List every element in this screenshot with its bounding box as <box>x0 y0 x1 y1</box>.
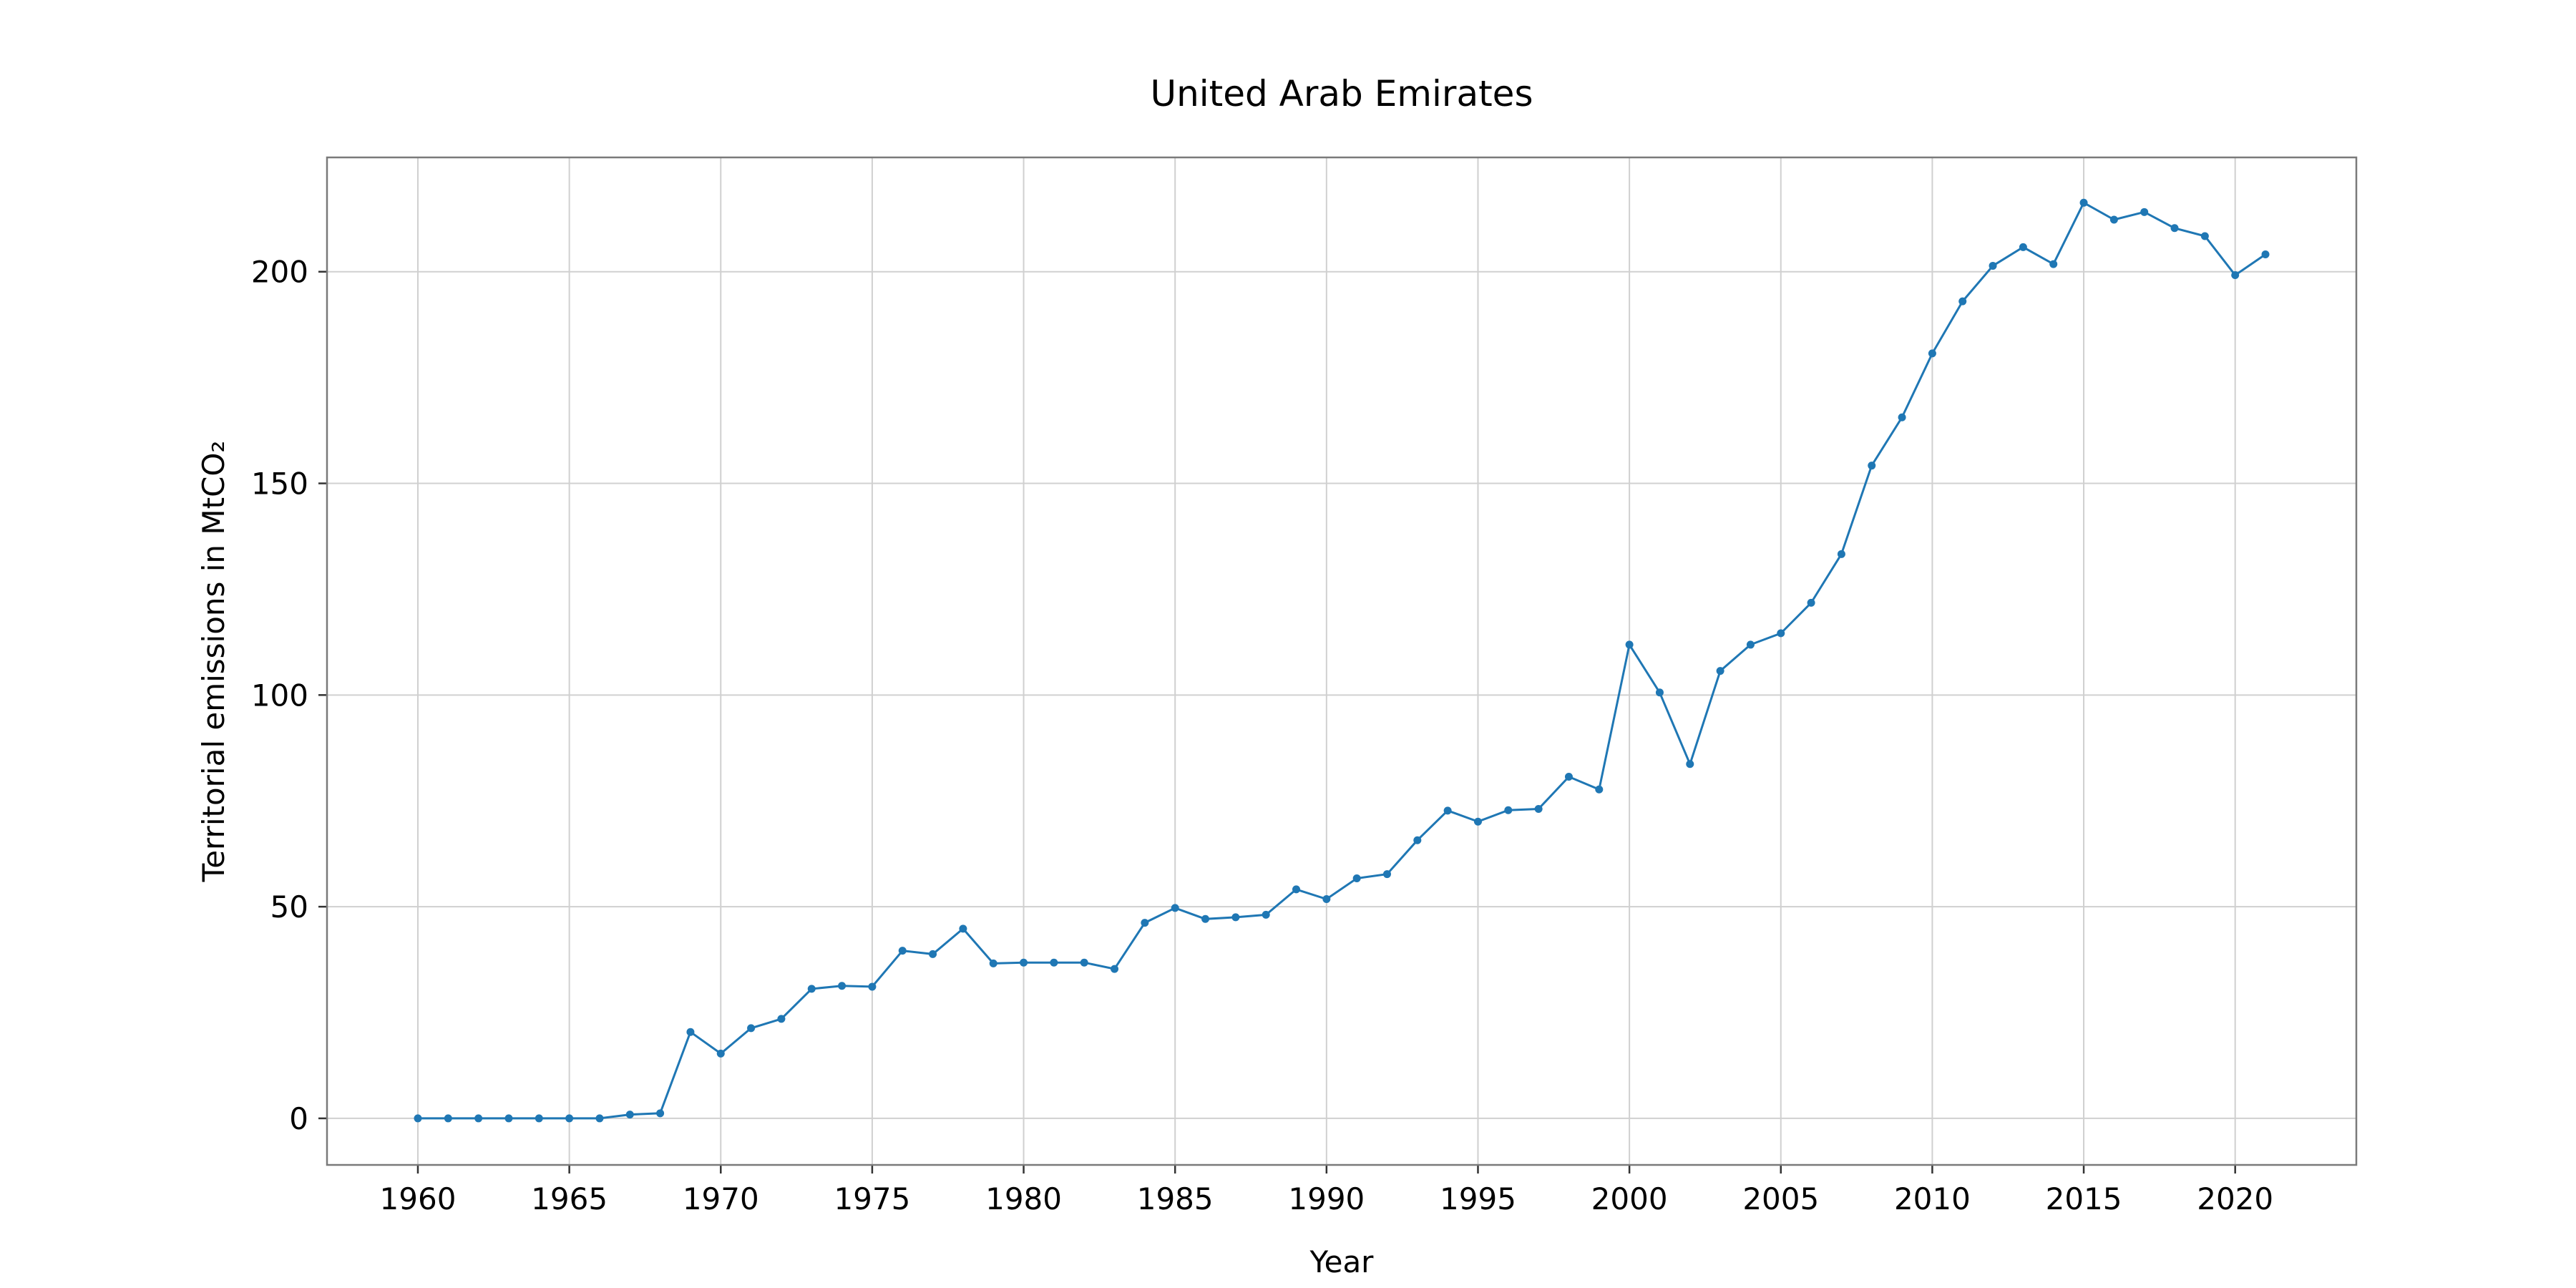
data-point <box>1020 958 1028 967</box>
x-tick-label: 1985 <box>1137 1181 1214 1216</box>
grid <box>327 157 2356 1165</box>
data-point <box>1292 885 1301 894</box>
data-point <box>1231 913 1240 922</box>
data-point <box>1898 413 1906 421</box>
data-point <box>414 1114 422 1123</box>
data-point <box>1111 965 1119 973</box>
x-tick-label: 1980 <box>985 1181 1062 1216</box>
data-point <box>504 1114 513 1123</box>
data-point <box>2261 250 2270 258</box>
data-point <box>1868 462 1876 470</box>
data-point <box>2200 232 2209 240</box>
data-point <box>1958 297 1967 306</box>
x-tick-label: 2010 <box>1894 1181 1971 1216</box>
x-tick-label: 2000 <box>1591 1181 1668 1216</box>
data-point <box>777 1015 786 1023</box>
data-point <box>1746 640 1755 649</box>
data-point <box>1716 667 1724 675</box>
data-point <box>959 924 967 933</box>
data-point <box>1352 874 1361 882</box>
data-point <box>1443 806 1452 815</box>
data-point <box>2079 198 2088 207</box>
x-tick-label: 1960 <box>380 1181 457 1216</box>
x-tick-label: 1975 <box>834 1181 910 1216</box>
y-tick-label: 50 <box>270 889 308 924</box>
data-point <box>1262 910 1270 919</box>
data-point <box>1655 688 1664 697</box>
data-point <box>1473 817 1482 826</box>
x-tick-label: 1970 <box>683 1181 759 1216</box>
data-point <box>595 1114 604 1123</box>
data-point <box>2231 270 2240 279</box>
data-point <box>2140 208 2149 216</box>
y-tick-label: 100 <box>251 678 308 713</box>
data-point <box>1201 914 1210 923</box>
data-point <box>1382 870 1391 879</box>
data-point <box>868 982 877 991</box>
y-tick-label: 0 <box>289 1101 308 1136</box>
data-point <box>929 950 937 958</box>
data-point <box>444 1114 452 1123</box>
data-point <box>1080 958 1088 967</box>
x-tick-label: 2020 <box>2197 1181 2273 1216</box>
data-point <box>1928 349 1936 358</box>
data-point <box>1807 598 1815 607</box>
data-point <box>2109 215 2118 224</box>
data-point <box>1777 629 1785 638</box>
data-point <box>1504 806 1513 814</box>
x-tick-label: 2005 <box>1742 1181 1819 1216</box>
data-point <box>656 1109 665 1118</box>
y-tick-label: 150 <box>251 467 308 502</box>
data-point <box>686 1028 695 1036</box>
data-point <box>1413 836 1422 844</box>
series-line <box>418 201 2266 1120</box>
x-axis-title: Year <box>1309 1244 1375 1279</box>
x-tick-label: 2015 <box>2046 1181 2122 1216</box>
data-point <box>1534 804 1543 813</box>
data-point <box>747 1024 756 1033</box>
series-emissions <box>414 198 2270 1123</box>
data-point <box>1625 640 1634 649</box>
data-point <box>898 947 907 955</box>
data-point <box>807 985 816 993</box>
axis-ticks: 1960 1965 1970 1975 1980 1985 1990 1995 2000 2005… <box>251 255 2273 1216</box>
data-point <box>989 959 997 967</box>
data-point <box>1050 958 1058 967</box>
data-point <box>1171 904 1179 912</box>
data-point <box>2049 260 2058 268</box>
data-point <box>565 1114 574 1123</box>
x-tick-label: 1965 <box>531 1181 608 1216</box>
data-point <box>1989 261 1997 270</box>
y-tick-label: 200 <box>251 255 308 290</box>
data-point <box>1322 894 1331 903</box>
data-point <box>2019 243 2027 251</box>
data-point <box>535 1114 543 1123</box>
data-point <box>1837 550 1845 558</box>
x-tick-label: 1990 <box>1288 1181 1365 1216</box>
data-point <box>838 982 847 990</box>
data-point <box>1141 919 1149 927</box>
x-tick-label: 1995 <box>1440 1181 1516 1216</box>
plot-frame <box>326 156 2358 1166</box>
y-axis-title: Territorial emissions in MtCO₂ <box>196 441 231 883</box>
data-point <box>1686 760 1694 769</box>
data-point <box>716 1049 725 1058</box>
data-point <box>625 1111 634 1119</box>
data-point <box>1564 773 1573 781</box>
data-point <box>474 1114 483 1123</box>
chart-title: United Arab Emirates <box>1150 73 1533 114</box>
data-point <box>1595 785 1604 794</box>
data-point <box>2170 224 2179 233</box>
